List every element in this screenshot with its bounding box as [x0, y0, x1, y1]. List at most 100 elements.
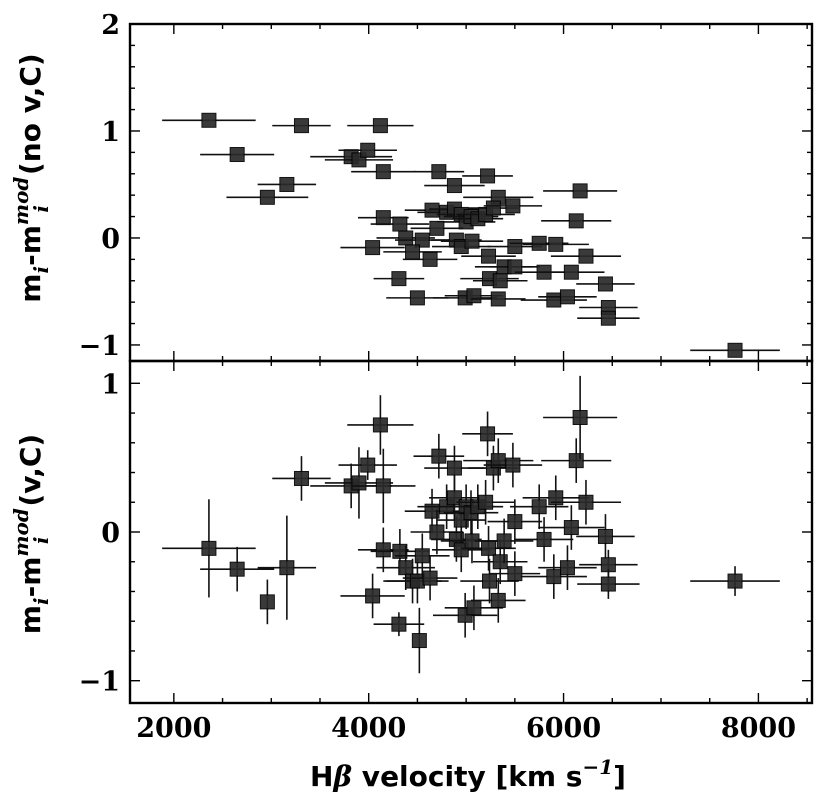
data-point: [509, 484, 569, 530]
point-marker: [600, 576, 616, 592]
point-marker: [293, 118, 309, 134]
data-point: [340, 573, 405, 619]
point-marker: [201, 540, 217, 556]
data-point: [541, 213, 612, 229]
point-marker: [492, 554, 508, 570]
point-marker: [563, 264, 579, 280]
x-axis-label: Hβ velocity [km s−1]: [310, 755, 626, 793]
y-tick-label: 2: [101, 10, 120, 41]
point-marker: [372, 417, 388, 433]
plot-frame: [128, 22, 814, 363]
data-point: [351, 448, 416, 524]
data-point: [373, 271, 425, 287]
data-point: [402, 251, 458, 267]
x-tick-label: 6000: [526, 713, 601, 744]
point-marker: [424, 503, 440, 519]
point-marker: [485, 200, 501, 216]
point-marker: [536, 531, 552, 547]
point-marker: [481, 248, 497, 264]
point-marker: [372, 118, 388, 134]
data-point: [577, 310, 640, 326]
point-marker: [578, 494, 594, 510]
point-marker: [546, 292, 562, 308]
data-point: [456, 479, 515, 525]
top-panel: −1 0 1 2: [79, 10, 814, 363]
data-point: [462, 168, 513, 184]
point-marker: [392, 216, 408, 232]
data-point: [200, 546, 275, 592]
point-marker: [422, 570, 438, 586]
data-point: [577, 569, 640, 599]
data-point: [444, 585, 504, 631]
point-marker: [496, 533, 512, 549]
data-point: [347, 395, 414, 455]
y-tick-label: 1: [101, 369, 120, 400]
point-marker: [229, 561, 245, 577]
point-marker: [422, 251, 438, 267]
data-point: [162, 112, 256, 128]
data-point: [538, 289, 597, 305]
data-point: [690, 566, 780, 596]
point-marker: [492, 273, 508, 289]
point-marker: [466, 600, 482, 616]
point-marker: [597, 528, 613, 544]
data-point: [424, 178, 485, 194]
point-marker: [398, 230, 414, 246]
point-marker: [548, 490, 564, 506]
data-point: [310, 149, 393, 165]
point-marker: [490, 592, 506, 608]
data-point: [471, 291, 526, 307]
point-marker: [480, 426, 496, 442]
point-marker: [507, 566, 523, 582]
point-marker: [293, 470, 309, 486]
top-ylabel: mi-mmodi(no v,C): [9, 53, 53, 302]
data-point: [543, 183, 618, 199]
data-point: [514, 517, 574, 562]
point-marker: [405, 244, 421, 260]
point-marker: [568, 453, 584, 469]
point-marker: [480, 168, 496, 184]
data-point: [550, 248, 622, 264]
data-point: [471, 578, 526, 623]
data-point: [576, 514, 635, 559]
data-point: [357, 527, 409, 573]
data-point: [543, 375, 618, 460]
point-marker: [351, 475, 367, 491]
data-point: [522, 475, 589, 521]
point-marker: [505, 457, 521, 473]
point-marker: [392, 543, 408, 559]
point-marker: [279, 176, 295, 192]
data-point: [576, 276, 635, 292]
point-marker: [446, 460, 462, 476]
point-marker: [429, 220, 445, 236]
point-marker: [409, 290, 425, 306]
data-point: [489, 551, 541, 596]
y-tick-label: 0: [101, 224, 120, 255]
point-marker: [365, 240, 381, 256]
y-tick-label: 1: [101, 117, 120, 148]
data-point: [272, 118, 331, 134]
point-marker: [531, 235, 547, 251]
point-marker: [481, 540, 497, 556]
point-marker: [507, 259, 523, 275]
data-point: [338, 450, 397, 480]
data-point: [376, 545, 435, 590]
data-point: [226, 189, 309, 205]
data-point: [483, 442, 543, 488]
x-tick-label: 2000: [136, 713, 211, 744]
point-marker: [597, 276, 613, 292]
data-point: [489, 259, 541, 275]
data-point: [413, 433, 465, 479]
bottom-panel: −1 0 1 2000 4000 6000 8000: [79, 359, 814, 744]
point-marker: [559, 289, 575, 305]
point-marker: [259, 594, 275, 610]
point-marker: [559, 560, 575, 576]
point-marker: [531, 499, 547, 515]
plot-frame: [128, 359, 814, 705]
point-marker: [279, 560, 295, 576]
data-point: [541, 438, 612, 483]
point-marker: [411, 633, 427, 649]
data-point: [411, 607, 427, 674]
point-marker: [572, 410, 588, 426]
data-point: [373, 612, 425, 637]
